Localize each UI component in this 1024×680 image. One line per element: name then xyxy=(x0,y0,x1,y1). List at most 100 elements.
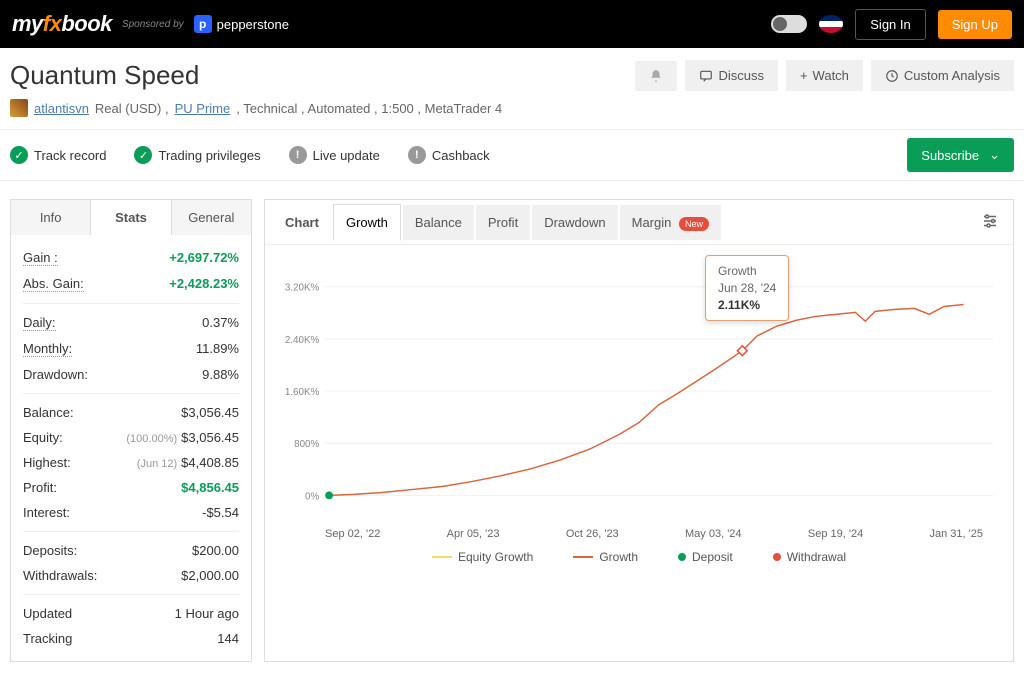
logo-part-fx: fx xyxy=(43,11,62,36)
chart-tooltip: Growth Jun 28, '24 2.11K% xyxy=(705,255,789,321)
live-update-badge: ! Live update xyxy=(289,146,380,164)
subscribe-button[interactable]: Subscribe ⌄ xyxy=(907,138,1014,172)
main-content: Info Stats General Gain :+2,697.72% Abs.… xyxy=(0,181,1024,680)
stat-tracking: Tracking144 xyxy=(23,626,239,651)
chart-tab-margin[interactable]: Margin New xyxy=(620,205,721,240)
stat-value: $3,056.45 xyxy=(181,430,239,445)
margin-label: Margin xyxy=(632,215,672,230)
logo-part-my: my xyxy=(12,11,43,36)
sponsored-label: Sponsored by xyxy=(122,19,184,30)
stat-value: $4,408.85 xyxy=(181,455,239,470)
growth-line xyxy=(329,304,964,495)
stat-daily: Daily: 0.37% xyxy=(23,310,239,336)
tooltip-value: 2.11K% xyxy=(718,298,776,312)
deposit-marker xyxy=(325,491,333,499)
stat-value: 0.37% xyxy=(202,315,239,331)
sidebar-tabs: Info Stats General xyxy=(11,200,251,235)
chart-legend: Equity Growth Growth Deposit Withdrawal xyxy=(275,540,1003,574)
stat-label: Highest: xyxy=(23,455,71,470)
x-tick: Oct 26, '23 xyxy=(566,528,619,540)
check-icon: ✓ xyxy=(10,146,28,164)
watch-button[interactable]: + Watch xyxy=(786,60,863,91)
stat-value: $200.00 xyxy=(192,543,239,558)
stat-label: Profit: xyxy=(23,480,57,495)
stat-equity: Equity:(100.00%)$3,056.45 xyxy=(23,425,239,450)
stat-value: +2,428.23% xyxy=(169,276,239,292)
user-avatar[interactable] xyxy=(10,99,28,117)
stat-value: 1 Hour ago xyxy=(175,606,239,621)
stat-label: Daily: xyxy=(23,315,56,331)
stat-label: Drawdown: xyxy=(23,367,88,382)
stat-label: Monthly: xyxy=(23,341,72,357)
language-flag-icon[interactable] xyxy=(819,15,843,33)
broker-link[interactable]: PU Prime xyxy=(175,101,231,116)
tab-stats[interactable]: Stats xyxy=(91,200,171,235)
signin-button[interactable]: Sign In xyxy=(855,9,925,40)
stat-drawdown: Drawdown:9.88% xyxy=(23,362,239,387)
custom-analysis-button[interactable]: Custom Analysis xyxy=(871,60,1014,91)
discuss-button[interactable]: Discuss xyxy=(685,60,778,91)
theme-toggle[interactable] xyxy=(771,15,807,33)
header-right: Sign In Sign Up xyxy=(771,9,1012,40)
track-record-label: Track record xyxy=(34,148,106,163)
logo[interactable]: myfxbook xyxy=(12,11,112,37)
tooltip-title: Growth xyxy=(718,264,776,278)
stat-label: Abs. Gain: xyxy=(23,276,84,292)
clock-icon xyxy=(885,69,899,83)
x-tick: Sep 19, '24 xyxy=(808,528,863,540)
chart-tab-profit[interactable]: Profit xyxy=(476,205,530,240)
trading-privileges-label: Trading privileges xyxy=(158,148,260,163)
stat-withdrawals: Withdrawals:$2,000.00 xyxy=(23,563,239,588)
y-axis-labels: 3.20K% 2.40K% 1.60K% 800% 0% xyxy=(285,283,320,503)
discuss-label: Discuss xyxy=(718,68,764,83)
stat-label: Withdrawals: xyxy=(23,568,97,583)
stat-label: Balance: xyxy=(23,405,74,420)
gridlines xyxy=(324,287,993,496)
tab-general[interactable]: General xyxy=(172,200,251,235)
stat-profit: Profit:$4,856.45 xyxy=(23,475,239,500)
stat-highest: Highest:(Jun 12)$4,408.85 xyxy=(23,450,239,475)
chart-tab-drawdown[interactable]: Drawdown xyxy=(532,205,617,240)
account-meta: atlantisvn Real (USD) , PU Prime , Techn… xyxy=(0,99,1024,129)
legend-withdrawal[interactable]: Withdrawal xyxy=(773,550,846,564)
chart-tab-growth[interactable]: Growth xyxy=(333,204,401,241)
tab-info[interactable]: Info xyxy=(11,200,91,235)
legend-equity-growth[interactable]: Equity Growth xyxy=(432,550,533,564)
chevron-down-icon: ⌄ xyxy=(989,147,1000,163)
legend-deposit[interactable]: Deposit xyxy=(678,550,733,564)
stat-interest: Interest: -$5.54 xyxy=(23,500,239,525)
x-tick: Apr 05, '23 xyxy=(447,528,500,540)
stat-deposits: Deposits: $200.00 xyxy=(23,538,239,563)
subscribe-label: Subscribe xyxy=(921,148,979,163)
chart-tab-chart[interactable]: Chart xyxy=(273,205,331,240)
stat-label: Tracking xyxy=(23,631,72,646)
plus-icon: + xyxy=(800,68,808,83)
chart-tab-balance[interactable]: Balance xyxy=(403,205,474,240)
account-type: Real (USD) , xyxy=(95,101,169,116)
stat-monthly: Monthly:11.89% xyxy=(23,336,239,362)
check-icon: ✓ xyxy=(134,146,152,164)
info-icon: ! xyxy=(408,146,426,164)
notification-button[interactable] xyxy=(635,61,677,91)
growth-chart[interactable]: 3.20K% 2.40K% 1.60K% 800% 0% xyxy=(275,265,1003,525)
signup-button[interactable]: Sign Up xyxy=(938,10,1012,39)
stat-value: -$5.54 xyxy=(202,505,239,520)
x-axis-labels: Sep 02, '22 Apr 05, '23 Oct 26, '23 May … xyxy=(275,528,1003,540)
cashback-label: Cashback xyxy=(432,148,490,163)
custom-analysis-label: Custom Analysis xyxy=(904,68,1000,83)
chart-panel: Chart Growth Balance Profit Drawdown Mar… xyxy=(264,199,1014,662)
live-update-label: Live update xyxy=(313,148,380,163)
legend-growth[interactable]: Growth xyxy=(573,550,638,564)
chart-settings-button[interactable] xyxy=(975,206,1005,239)
bell-icon xyxy=(649,69,663,83)
username-link[interactable]: atlantisvn xyxy=(34,101,89,116)
account-details: , Technical , Automated , 1:500 , MetaTr… xyxy=(236,101,502,116)
stat-value: $3,056.45 xyxy=(181,405,239,420)
stat-label: Interest: xyxy=(23,505,70,520)
stat-abs-gain: Abs. Gain: +2,428.23% xyxy=(23,271,239,297)
sponsor-link[interactable]: p pepperstone xyxy=(194,15,289,33)
stat-label: Equity: xyxy=(23,430,63,445)
info-icon: ! xyxy=(289,146,307,164)
track-record-badge: ✓ Track record xyxy=(10,146,106,164)
stat-label: Deposits: xyxy=(23,543,77,558)
